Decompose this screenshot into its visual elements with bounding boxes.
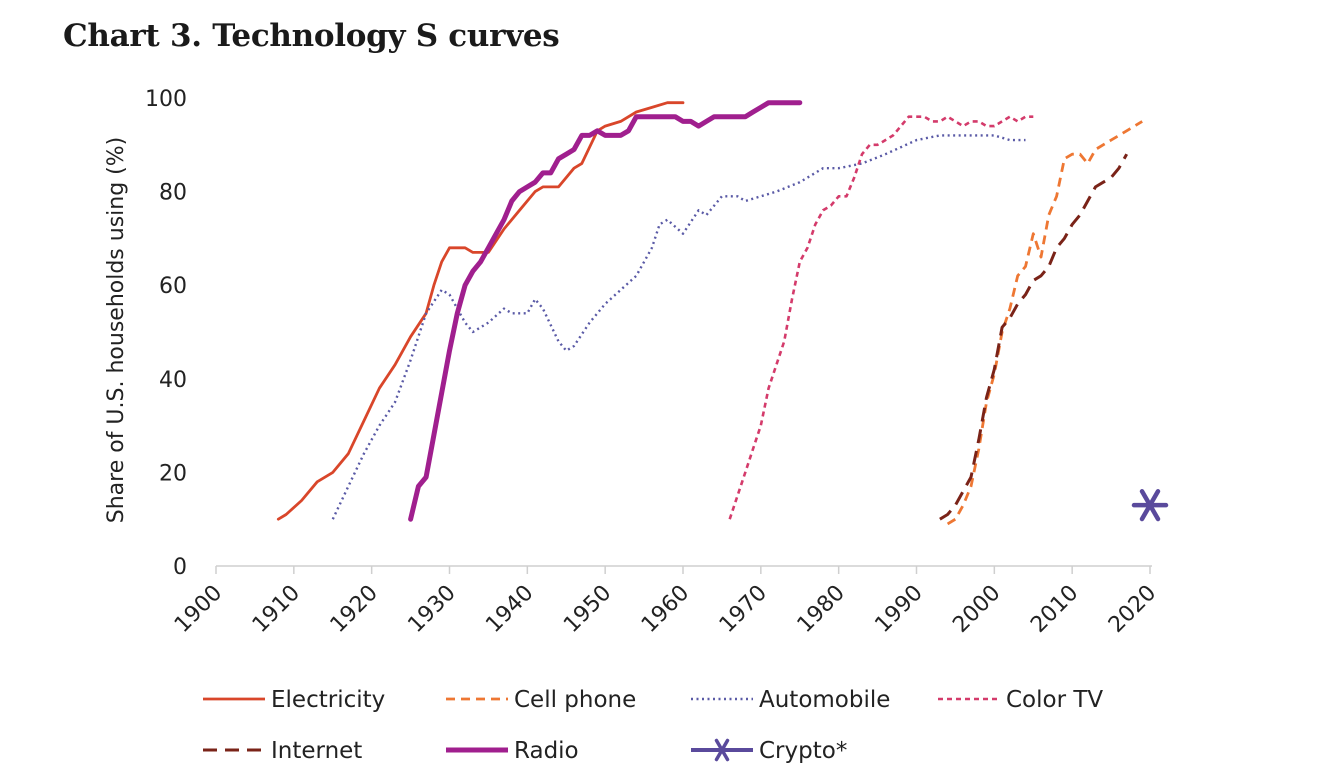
x-tick-label: 1940	[481, 581, 538, 638]
x-tick-label: 1910	[248, 581, 305, 638]
legend-item-electricity: Electricity	[203, 687, 385, 713]
legend-marker	[714, 738, 730, 762]
legend-label: Automobile	[759, 687, 890, 713]
legend-item-color-tv: Color TV	[938, 687, 1103, 713]
y-tick-label: 80	[159, 181, 187, 206]
x-tick-label: 1930	[403, 581, 460, 638]
series-line-automobile	[331, 134, 1026, 520]
series-line-color-tv	[728, 115, 1034, 520]
x-tick-label: 1950	[559, 581, 616, 638]
y-tick-label: 0	[173, 555, 187, 580]
data-point-crypto	[1139, 489, 1161, 522]
x-tick-label: 2000	[948, 581, 1005, 638]
legend-item-radio: Radio	[446, 738, 579, 764]
chart-title: Chart 3. Technology S curves	[63, 18, 560, 54]
legend-label: Electricity	[271, 687, 385, 713]
y-axis-label: Share of U.S. households using (%)	[104, 137, 129, 524]
x-tick-label: 1920	[326, 581, 383, 638]
series-crypto	[1131, 489, 1169, 522]
y-tick-label: 20	[159, 461, 187, 486]
legend-label: Crypto*	[759, 738, 847, 764]
series-line-cell-phone	[946, 120, 1143, 526]
legend-item-crypto: Crypto*	[691, 738, 847, 764]
y-tick-label: 60	[159, 274, 187, 299]
y-tick-label: 40	[159, 368, 187, 393]
x-tick-label: 2010	[1026, 581, 1083, 638]
legend-label: Internet	[271, 738, 362, 764]
legend-label: Cell phone	[514, 687, 636, 713]
series-line-internet	[939, 153, 1129, 521]
legend-label: Color TV	[1006, 687, 1103, 713]
x-tick-label: 1970	[715, 581, 772, 638]
y-tick-label: 100	[145, 87, 187, 112]
x-tick-label: 1900	[170, 581, 227, 638]
x-tick-label: 1990	[870, 581, 927, 638]
legend-item-internet: Internet	[203, 738, 362, 764]
legend-item-cell-phone: Cell phone	[446, 687, 636, 713]
legend-item-automobile: Automobile	[691, 687, 890, 713]
x-tick-label: 1960	[637, 581, 694, 638]
x-tick-label: 2020	[1104, 581, 1161, 638]
x-tick-label: 1980	[793, 581, 850, 638]
legend-label: Radio	[514, 738, 579, 764]
series-line-radio	[408, 100, 803, 522]
series-line-electricity	[276, 101, 685, 521]
